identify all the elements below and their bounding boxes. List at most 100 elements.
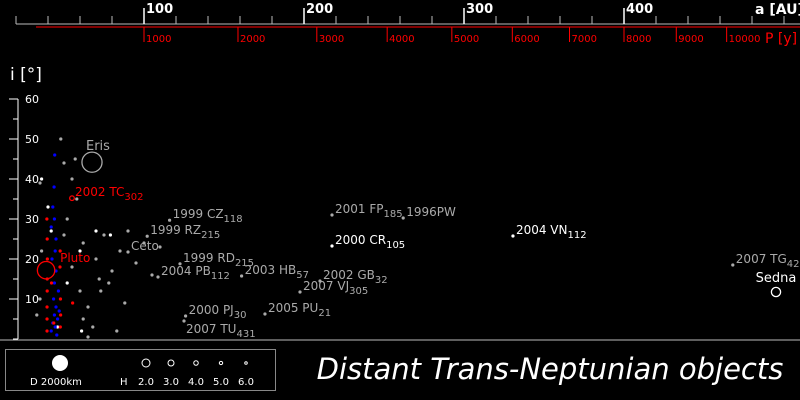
chart-title: Distant Trans-Neptunian objects [317,352,784,386]
object-label: Sedna [756,271,797,286]
object-marker [770,286,782,298]
point [45,237,49,241]
object-designation: 21 [318,308,331,319]
point [78,289,82,293]
x-tick-label: 100 [146,2,173,17]
legend-h-marker [141,358,151,368]
x-axis-label: a [AU] [755,2,800,18]
object-name: 1996PW [406,205,456,219]
legend-h-marker [218,360,224,366]
point [38,297,42,301]
point [52,185,56,189]
object-marker [240,274,244,278]
point [134,261,138,265]
point [59,313,63,317]
point [73,157,77,161]
object-designation: 118 [224,214,243,225]
point [56,325,60,329]
point [45,217,49,221]
object-label: 2003 HB57 [245,263,309,281]
x2-tick-label: 8000 [626,34,651,45]
object-designation: 215 [235,258,254,269]
x-tick-label: 200 [306,2,333,17]
point [53,249,57,253]
object-label: 1996PW [406,205,456,219]
x2-tick-label: 6000 [514,34,539,45]
object-name: 2005 PU [268,301,318,315]
point [99,289,103,293]
point [50,257,54,261]
object-marker [184,314,188,318]
object-designation: 422 [787,259,800,270]
object-name: Eris [86,139,110,154]
object-name: Pluto [60,251,90,265]
object-designation: 215 [201,230,220,241]
object-label: 1999 CZ118 [173,207,243,225]
x2-tick-label: 10000 [729,34,761,45]
point [53,325,57,329]
point [51,205,55,209]
object-marker [182,319,186,323]
point [150,273,154,277]
point [108,233,112,237]
object-marker [145,234,149,238]
point [102,233,106,237]
object-name: 2007 TU [186,322,236,336]
legend-h-value: 6.0 [238,377,254,388]
point [65,217,69,221]
object-name: 2002 GB [323,268,375,282]
point [49,229,53,233]
object-designation: 105 [386,240,405,251]
point [38,181,42,185]
legend-h-marker [193,360,199,366]
point [75,197,79,201]
object-marker [156,275,160,279]
point [91,325,95,329]
point [45,329,49,333]
point [49,329,53,333]
point [52,217,57,221]
object-marker [330,244,334,248]
object-name: 1999 RD [183,251,235,265]
object-label: 2002 TC302 [75,185,143,203]
y-axis-label: i [°] [10,65,42,85]
x2-tick-label: 2000 [240,34,265,45]
object-label: 2000 CR105 [335,233,405,251]
object-name: 2004 VN [516,223,568,237]
object-marker [263,312,267,316]
point [52,313,57,317]
object-label: 2007 VJ305 [303,279,368,297]
object-marker [401,216,405,220]
legend-h-value: 2.0 [138,377,154,388]
y-tick-label: 50 [25,133,39,146]
point [52,281,57,285]
object-marker [511,234,515,238]
point [126,229,130,233]
object-name: 2007 TG [736,252,787,266]
point [45,317,49,321]
point [59,137,63,141]
y-tick-label: 60 [25,93,39,106]
point [45,289,49,293]
point [49,225,53,229]
object-name: Sedna [756,271,797,286]
object-name: 1999 RZ [150,223,201,237]
x2-tick-label: 7000 [571,34,596,45]
y-tick-label: 40 [25,173,39,186]
point [62,233,66,237]
object-name: 2004 PB [161,264,211,278]
point [45,257,49,261]
point [70,265,74,269]
legend-diameter-label: D 2000km [30,377,82,388]
object-name: 2001 FP [335,202,384,216]
object-label: 2007 TU431 [186,322,256,340]
object-label: 2004 VN112 [516,223,587,241]
point [71,301,75,305]
object-marker [69,195,75,202]
point [35,313,39,317]
point [142,241,146,245]
object-designation: 112 [211,271,230,282]
object-marker [330,213,334,217]
point [53,153,57,157]
object-label: 2004 PB112 [161,264,230,282]
